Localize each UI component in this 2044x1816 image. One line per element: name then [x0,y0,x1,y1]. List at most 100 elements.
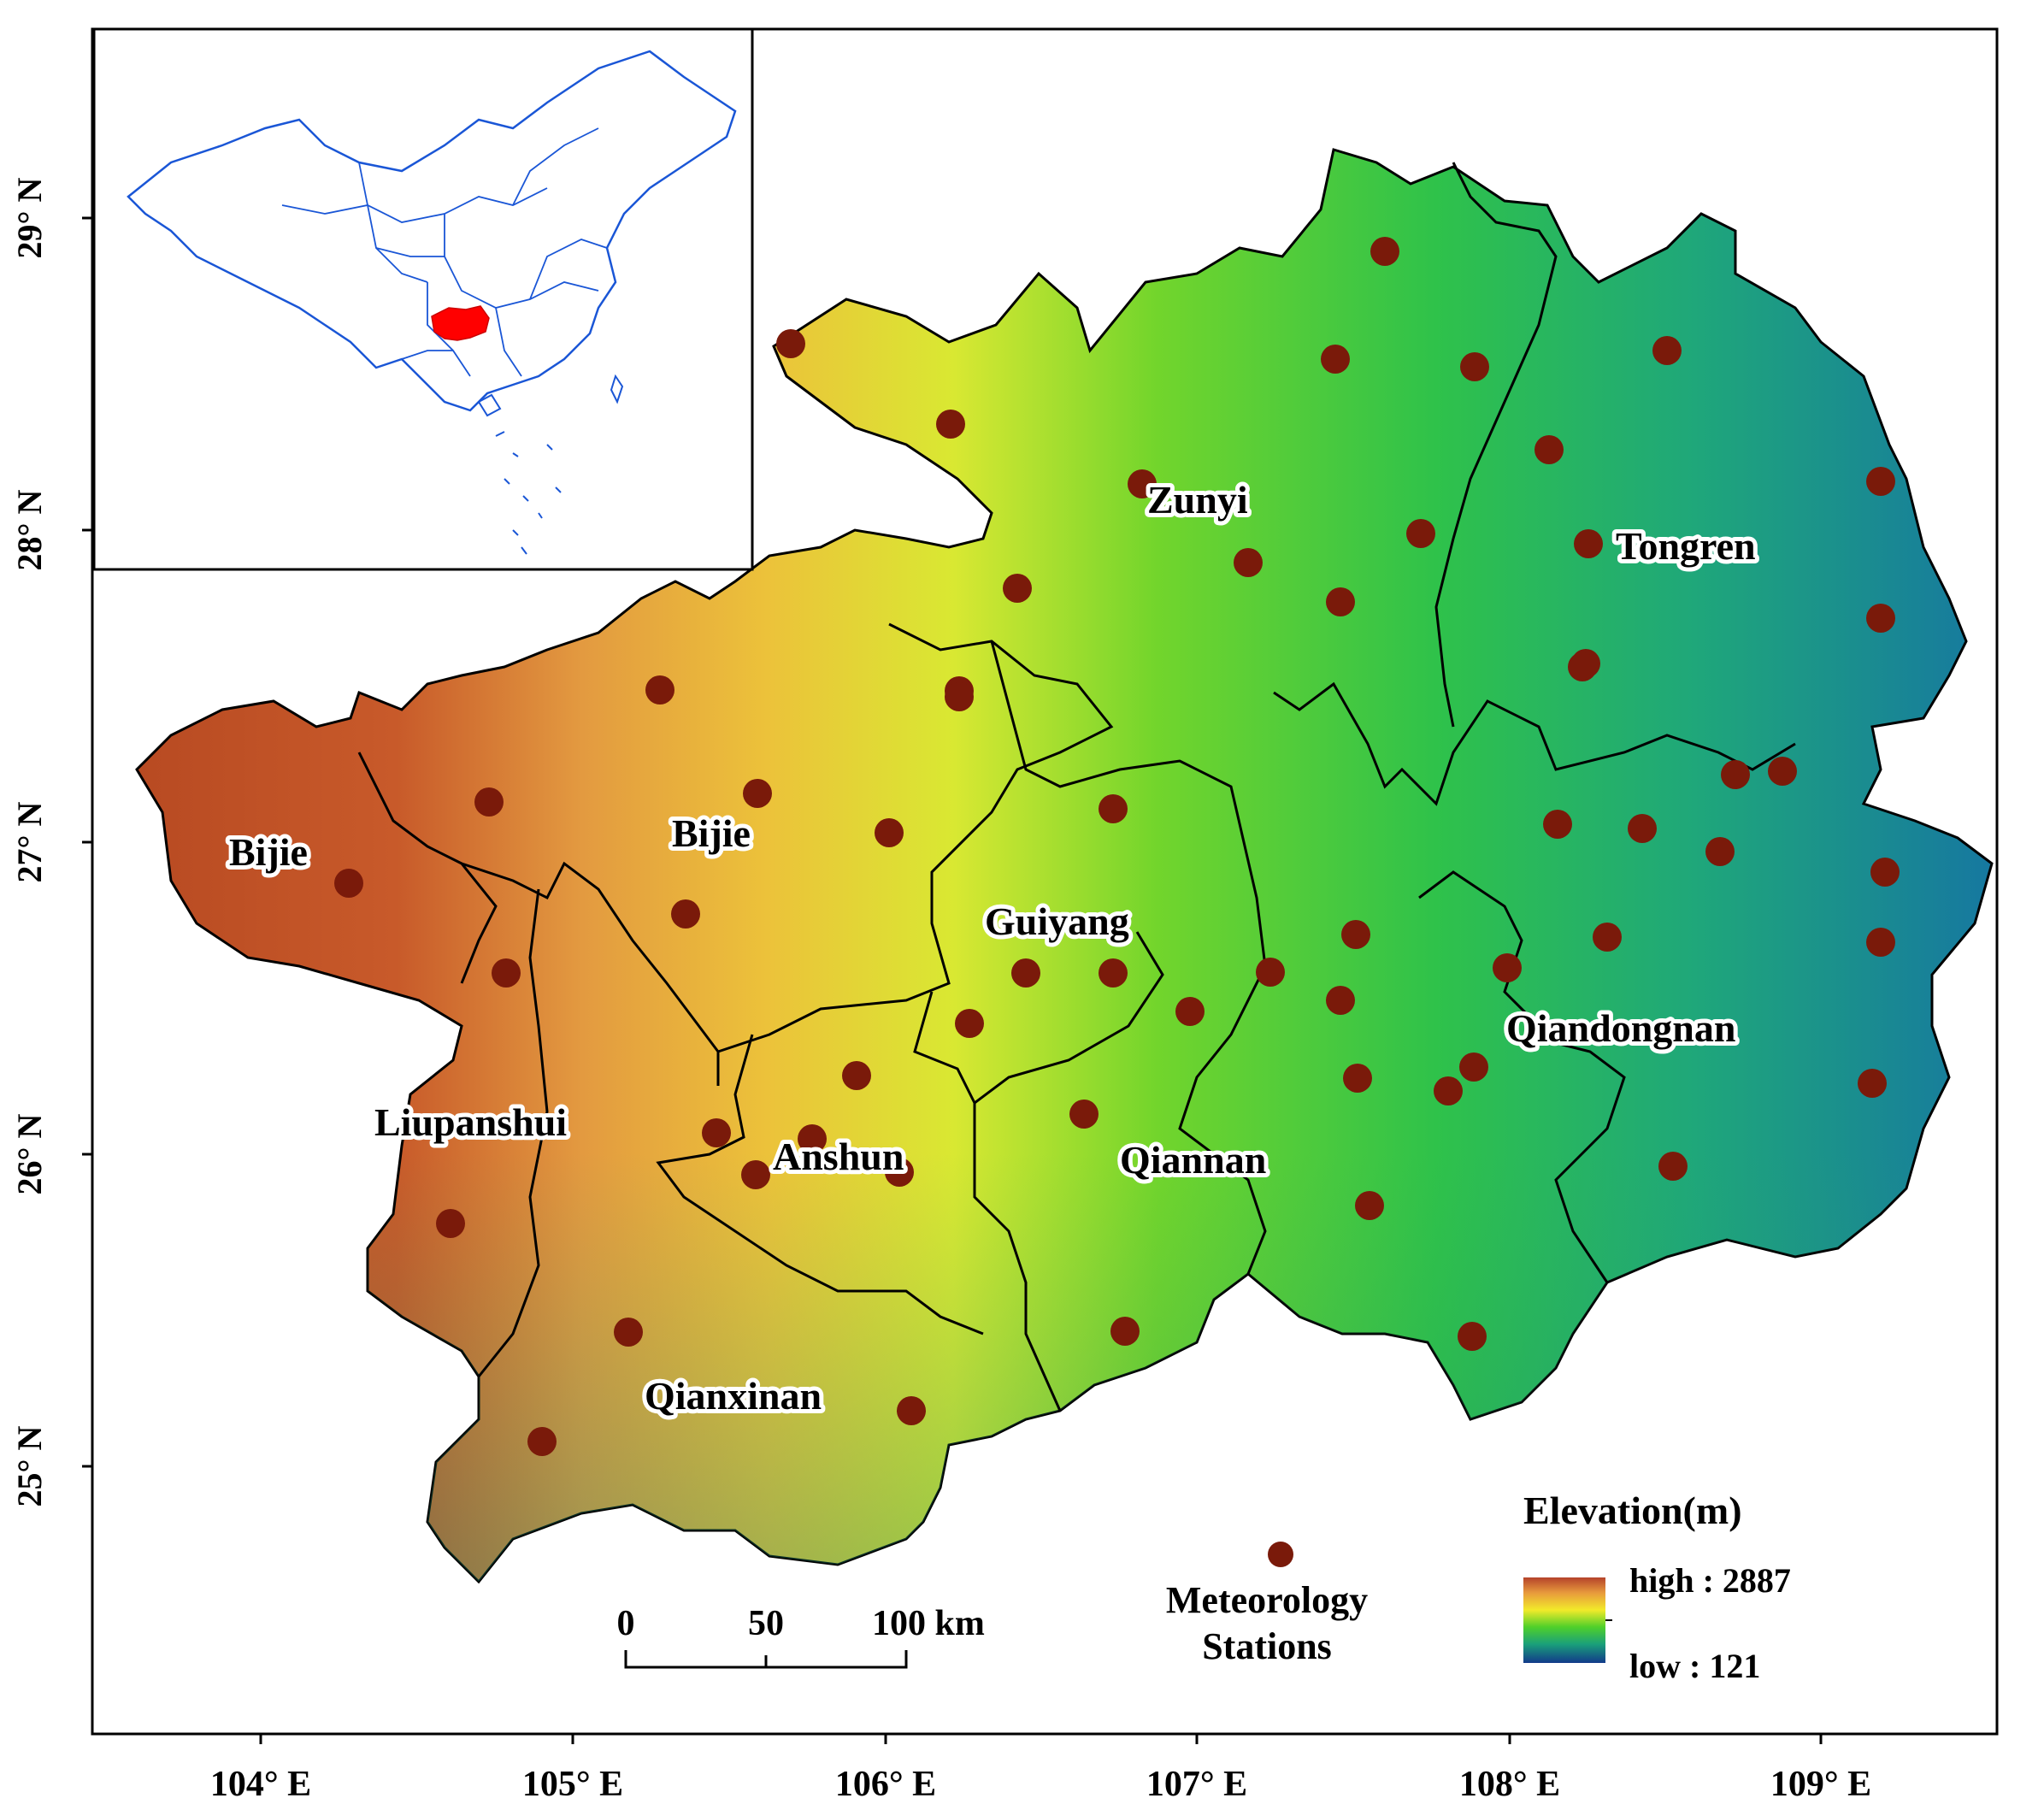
china-outline [127,50,737,412]
meteorology-station-8 [1460,352,1489,381]
meteorology-station-28 [1011,958,1040,988]
station-markers [334,237,1900,1456]
region-label-qianxinan: Qianxinan [645,1374,822,1418]
region-label-bijie-east: Bijie [672,811,751,855]
meteorology-station-25 [671,899,700,929]
scale-label-100: 100 km [872,1604,985,1643]
meteorology-station-58 [897,1396,926,1425]
meteorology-station-40 [1543,810,1572,839]
lon-label-105: 105° E [522,1765,623,1804]
meteorology-station-56 [1658,1152,1688,1181]
meteorology-station-4 [1003,574,1032,603]
elevation-legend-title: Elevation(m) [1523,1489,1742,1532]
lon-label-108: 108° E [1459,1765,1560,1804]
meteorology-station-53 [1434,1076,1463,1106]
meteorology-station-24 [334,869,363,898]
meteorology-station-18 [1568,652,1597,681]
meteorology-station-43 [1870,858,1900,887]
elevation-high-label: high : 2887 [1629,1561,1791,1600]
lat-label-28: 28° N [10,489,49,570]
meteorology-station-7 [1321,345,1350,374]
inset-map [92,27,754,571]
region-labels: Bijie Bijie Zunyi Tongren Guiyang Qiando… [225,474,1760,1422]
elevation-low-label: low : 121 [1629,1647,1760,1685]
elevation-legend: Elevation(m) high : 2887 low : 121 [1523,1489,1791,1685]
meteorology-station-44 [1866,928,1895,957]
meteorology-station-14 [1326,587,1355,616]
scale-bar: 0 50 100 km [617,1604,985,1669]
meteorology-station-11 [1574,529,1603,558]
meteorology-station-57 [614,1318,643,1347]
province-borders-inset [281,127,608,377]
stations-legend: Meteorology Stations [1166,1542,1368,1667]
region-label-qiannan: Qiannan [1120,1138,1266,1182]
meteorology-station-10 [1534,435,1564,464]
elevation-color-ramp [1523,1577,1605,1663]
guizhou-highlight [431,305,490,341]
meteorology-station-2 [936,410,965,439]
meteorology-station-52 [1355,1191,1384,1220]
meteorology-station-13 [1234,548,1263,577]
meteorology-station-30 [955,1009,984,1038]
latitude-axis: 25° N 26° N 27° N 28° N 29° N [10,177,92,1506]
meteorology-station-46 [842,1061,871,1090]
prefecture-borders [357,162,1796,1412]
lon-label-106: 106° E [835,1765,936,1804]
meteorology-station-29 [1099,958,1128,988]
meteorology-station-42 [1705,837,1735,866]
province-shading [137,150,1992,1582]
meteorology-station-6 [1370,237,1399,266]
region-label-tongren: Tongren [1616,524,1756,568]
meteorology-station-47 [885,1158,914,1187]
meteorology-station-19 [945,682,974,711]
meteorology-station-9 [1652,336,1682,365]
meteorology-station-54 [1069,1100,1099,1129]
meteorology-station-49 [741,1160,770,1189]
scale-label-50: 50 [748,1604,784,1643]
region-label-bijie-west: Bijie [229,830,308,874]
meteorology-station-51 [1343,1064,1372,1093]
longitude-axis: 104° E 105° E 106° E 107° E 108° E 109° … [210,1734,1871,1804]
station-legend-dot [1268,1542,1293,1567]
meteorology-station-12 [1406,519,1435,548]
scale-label-0: 0 [617,1604,635,1643]
meteorology-station-3 [1128,469,1157,498]
meteorology-station-26 [492,958,521,988]
lon-label-104: 104° E [210,1765,311,1804]
meteorology-station-20 [645,675,674,705]
meteorology-station-31 [1175,997,1205,1026]
region-label-guiyang: Guiyang [985,899,1129,943]
meteorology-station-36 [1593,923,1622,952]
region-label-liupanshui: Liupanshui [374,1100,567,1144]
meteorology-station-61 [1458,1322,1487,1351]
stations-legend-line2: Stations [1202,1625,1332,1667]
meteorology-station-34 [1341,920,1370,949]
meteorology-station-33 [1326,986,1355,1015]
meteorology-station-59 [1110,1317,1140,1346]
region-label-qiandongnan: Qiandongnan [1506,1006,1735,1050]
meteorology-station-35 [1493,953,1522,982]
lat-label-25: 25° N [10,1425,49,1506]
meteorology-station-21 [743,779,772,808]
meteorology-station-37 [1459,1052,1488,1082]
meteorology-station-45 [702,1118,731,1147]
meteorology-station-41 [1628,814,1657,843]
meteorology-station-22 [474,787,504,817]
meteorology-station-17 [1866,604,1895,633]
meteorology-station-27 [1099,794,1128,823]
meteorology-station-55 [1858,1069,1887,1098]
lon-label-109: 109° E [1770,1765,1871,1804]
region-label-zunyi: Zunyi [1147,478,1248,522]
meteorology-station-39 [1768,757,1797,786]
meteorology-station-50 [436,1209,465,1238]
lat-label-26: 26° N [10,1113,49,1194]
meteorology-station-38 [1721,760,1750,789]
meteorology-station-32 [1256,958,1285,987]
inset-islands [477,374,624,555]
meteorology-station-16 [1866,467,1895,496]
meteorology-station-60 [527,1427,557,1456]
inset-frame [92,27,754,571]
lat-label-27: 27° N [10,801,49,882]
stations-legend-line1: Meteorology [1166,1579,1368,1621]
